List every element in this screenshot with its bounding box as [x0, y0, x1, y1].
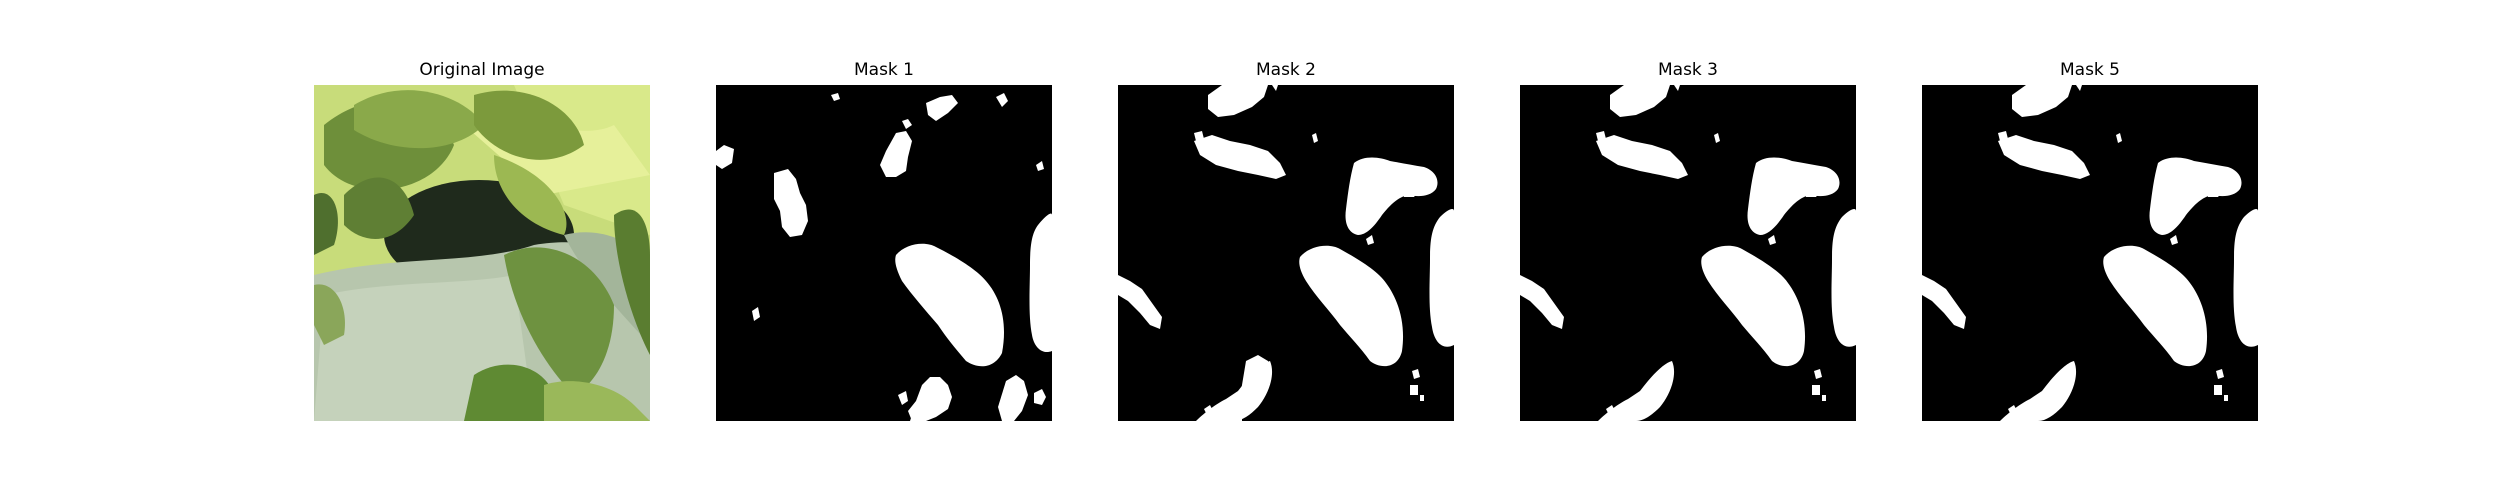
panel-title: Mask 2 [1255, 60, 1316, 80]
panel-title: Mask 3 [1657, 60, 1718, 80]
mask-2-image [1118, 85, 1454, 421]
mask-3-image [1520, 85, 1856, 421]
panel-title: Mask 1 [853, 60, 914, 80]
mask-1-image [716, 85, 1052, 421]
mask-5-image [1922, 85, 2258, 421]
original-image [314, 85, 650, 421]
panel-title: Mask 5 [2059, 60, 2120, 80]
panel-title: Original Image [419, 60, 545, 80]
